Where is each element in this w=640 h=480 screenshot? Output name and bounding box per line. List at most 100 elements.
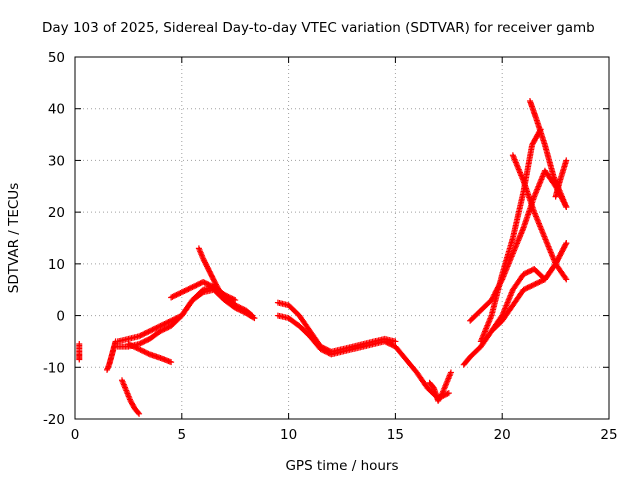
series-arc-f [274, 299, 399, 355]
series-arc-l [509, 152, 570, 283]
data-point [381, 338, 388, 345]
data-point-trail [478, 314, 494, 343]
data-point-trail [119, 378, 129, 393]
data-point [232, 304, 239, 311]
y-tick-labels: -20 -10 0 10 20 30 40 50 [43, 50, 65, 428]
data-point-trail [158, 318, 173, 329]
data-point-trail [478, 329, 494, 349]
series-arc-h [426, 369, 454, 404]
data-point-trail [521, 179, 537, 214]
data-point-trail [286, 316, 302, 329]
data-point-trail [552, 179, 563, 199]
data-point-trail [532, 277, 547, 287]
data-point [136, 410, 143, 417]
data-point-trail [468, 344, 483, 359]
series-arc-early-down [104, 338, 119, 373]
x-tick-label: 0 [71, 427, 80, 443]
data-point-trail [542, 262, 558, 282]
series-arc-dropping [118, 377, 143, 417]
data-point [168, 317, 175, 324]
y-tick-label: -20 [43, 412, 65, 428]
data-point-trail [393, 344, 409, 362]
data-point-trail [104, 362, 112, 372]
data-point-trail [510, 226, 526, 256]
data-point-trail [542, 143, 557, 178]
data-point-trail [500, 303, 515, 323]
data-point [251, 315, 258, 322]
data-point-trail [510, 153, 526, 183]
data-point [136, 346, 143, 353]
data-point [232, 297, 239, 304]
axis-ticks [74, 56, 610, 420]
data-point-trail [147, 328, 163, 341]
y-tick-label: 30 [48, 153, 65, 169]
x-tick-label: 10 [280, 427, 297, 443]
data-point-trail [435, 391, 445, 403]
data-point-trail [440, 381, 450, 395]
data-point-trail [297, 323, 312, 339]
data-point-trail [404, 357, 419, 375]
data-point-trail [478, 298, 494, 313]
data-point [157, 322, 164, 329]
data-point-trail [201, 279, 216, 290]
data-point-trail [559, 195, 569, 209]
x-tick-label: 15 [387, 427, 404, 443]
data-point-trail [553, 241, 569, 266]
data-point-trail [169, 313, 184, 328]
data-point [168, 359, 175, 366]
data-point-trail [557, 158, 569, 183]
data-point-trail [132, 406, 142, 416]
data-point-trail [233, 305, 248, 316]
data-point-trail [126, 341, 141, 352]
y-tick-label: 20 [48, 205, 65, 221]
data-point-trail [510, 190, 527, 240]
data-point-trail [200, 256, 212, 274]
data-point-trail [533, 117, 548, 147]
data-point-trail [213, 282, 227, 302]
data-point-trail [190, 290, 205, 303]
data-point-trail [286, 303, 302, 318]
data-point-trail [521, 282, 536, 293]
grid-lines [75, 57, 609, 419]
data-point-trail [123, 389, 133, 403]
data-point-trail [137, 346, 152, 357]
data-point-trail [383, 339, 398, 349]
data-point-trail [527, 99, 539, 121]
data-point-trail [137, 328, 152, 339]
plot-frame [74, 56, 610, 420]
data-point-trail [297, 313, 313, 333]
data-point-trail [351, 341, 376, 352]
data-point [392, 338, 399, 345]
series-arc-o [552, 157, 570, 200]
data-point [157, 328, 164, 335]
data-point [563, 203, 570, 210]
data-point [136, 341, 143, 348]
x-tick-label: 25 [600, 427, 617, 443]
y-tick-label: 50 [48, 50, 65, 66]
y-tick-label: 0 [56, 309, 65, 325]
data-point-trail [329, 346, 355, 357]
data-point [76, 356, 83, 363]
data-point-trail [468, 308, 483, 323]
y-tick-label: -10 [43, 360, 65, 376]
data-point [317, 346, 324, 353]
series-arc-e [195, 245, 258, 322]
x-tick-labels: 0 5 10 15 20 25 [71, 427, 618, 443]
data-point-trail [461, 355, 473, 367]
series-isolated-early [76, 341, 83, 363]
series-arc-n [488, 240, 570, 335]
data-points [76, 97, 570, 417]
data-point-trail [444, 370, 454, 385]
series-arc-c [125, 341, 175, 366]
data-point [563, 157, 570, 164]
data-point-trail [499, 236, 516, 276]
data-point-trail [307, 334, 323, 352]
data-point-trail [531, 210, 548, 240]
data-point-trail [244, 310, 257, 321]
data-point [563, 240, 570, 247]
x-axis-label: GPS time / hours [285, 458, 398, 474]
data-point-trail [207, 269, 219, 287]
data-point [520, 271, 527, 278]
data-point [125, 341, 132, 348]
